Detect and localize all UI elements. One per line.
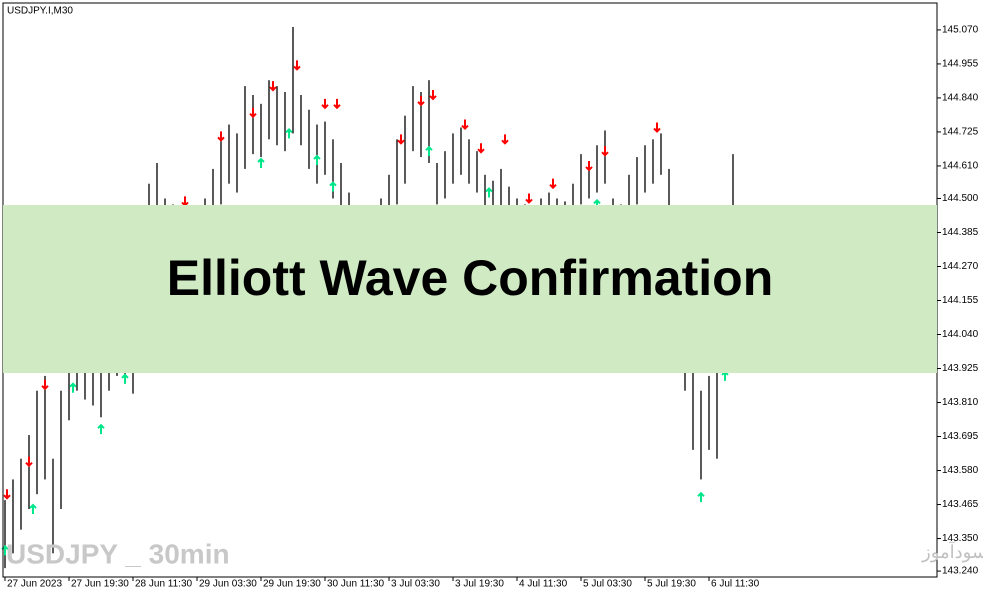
y-tick-label: 143.925 <box>942 363 979 374</box>
sell-arrow <box>477 143 485 154</box>
y-tick-label: 144.040 <box>942 329 979 340</box>
title-banner <box>3 205 937 373</box>
x-tick-label: 30 Jun 11:30 <box>327 579 385 590</box>
x-tick-label: 5 Jul 19:30 <box>647 579 696 590</box>
sell-arrow <box>501 134 509 145</box>
x-tick-label: 29 Jun 19:30 <box>263 579 321 590</box>
sell-arrow <box>321 98 329 110</box>
y-tick-label: 143.580 <box>942 465 979 476</box>
sell-arrow <box>41 379 49 391</box>
x-tick-label: 3 Jul 19:30 <box>455 579 504 590</box>
x-tick-label: 6 Jul 11:30 <box>711 579 760 590</box>
watermark: USDJPY _ 30min <box>6 538 230 569</box>
y-tick-label: 143.810 <box>942 397 979 408</box>
sell-arrow <box>429 89 437 101</box>
y-tick-label: 144.840 <box>942 93 979 104</box>
sell-arrow <box>525 193 533 204</box>
sell-arrow <box>3 489 11 500</box>
sell-arrow <box>417 95 425 107</box>
sell-arrow <box>249 107 257 119</box>
y-tick-label: 143.465 <box>942 499 979 510</box>
y-tick-label: 144.725 <box>942 127 979 138</box>
x-tick-label: 27 Jun 19:30 <box>71 579 129 590</box>
sell-arrow <box>333 98 341 110</box>
x-tick-label: 4 Jul 11:30 <box>519 579 568 590</box>
buy-arrow <box>485 187 493 198</box>
sell-arrow <box>217 131 225 142</box>
buy-arrow <box>285 127 293 139</box>
buy-arrow <box>329 181 337 192</box>
x-tick-label: 29 Jun 03:30 <box>199 579 257 590</box>
x-tick-label: 3 Jul 03:30 <box>391 579 440 590</box>
site-text: انتشار در سایت سودآموز <box>921 541 983 563</box>
buy-arrow <box>257 157 265 168</box>
y-tick-label: 143.695 <box>942 431 979 442</box>
y-tick-label: 144.270 <box>942 261 979 272</box>
buy-arrow <box>697 491 705 503</box>
buy-arrow <box>121 373 129 384</box>
y-tick-label: 143.240 <box>942 566 979 577</box>
buy-arrow <box>425 145 433 157</box>
sell-arrow <box>269 81 277 92</box>
x-tick-label: 5 Jul 03:30 <box>583 579 632 590</box>
y-tick-label: 144.610 <box>942 161 979 172</box>
symbol-label: USDJPY.I,M30 <box>7 6 73 17</box>
y-tick-label: 144.500 <box>942 193 979 204</box>
sell-arrow <box>461 119 469 130</box>
y-tick-label: 144.385 <box>942 227 979 238</box>
sell-arrow <box>585 160 593 172</box>
y-tick-label: 144.155 <box>942 295 979 306</box>
x-tick-label: 28 Jun 11:30 <box>135 579 193 590</box>
sell-arrow <box>549 178 557 190</box>
sell-arrow <box>601 146 609 157</box>
y-tick-label: 143.350 <box>942 533 979 544</box>
buy-arrow <box>97 423 105 435</box>
buy-arrow <box>313 154 321 166</box>
sell-arrow <box>293 60 301 71</box>
sell-arrow <box>25 456 33 468</box>
x-tick-label: 27 Jun 2023 <box>7 579 62 590</box>
y-tick-label: 144.955 <box>942 59 979 70</box>
sell-arrow <box>397 134 405 145</box>
y-tick-label: 145.070 <box>942 25 979 36</box>
sell-arrow <box>653 122 661 133</box>
buy-arrow <box>69 382 77 393</box>
banner-title: Elliott Wave Confirmation <box>167 250 774 306</box>
buy-arrow <box>29 503 37 514</box>
